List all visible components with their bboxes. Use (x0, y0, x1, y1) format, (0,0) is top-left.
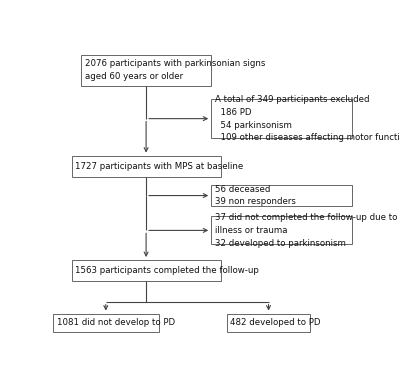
Text: 2076 participants with parkinsonian signs
aged 60 years or older: 2076 participants with parkinsonian sign… (85, 59, 265, 81)
Text: 56 deceased
39 non responders: 56 deceased 39 non responders (215, 185, 296, 207)
Text: 1081 did not develop to PD: 1081 did not develop to PD (57, 318, 175, 327)
Text: A total of 349 participants excluded
  186 PD
  54 parkinsonism
  109 other dise: A total of 349 participants excluded 186… (215, 95, 400, 142)
FancyBboxPatch shape (72, 260, 220, 281)
Text: 1727 participants with MPS at baseline: 1727 participants with MPS at baseline (76, 162, 244, 171)
FancyBboxPatch shape (72, 155, 220, 177)
FancyBboxPatch shape (211, 99, 352, 139)
FancyBboxPatch shape (81, 55, 211, 86)
FancyBboxPatch shape (227, 314, 310, 332)
FancyBboxPatch shape (53, 314, 158, 332)
Text: 37 did not completed the follow-up due to
illness or trauma
32 developed to park: 37 did not completed the follow-up due t… (215, 213, 397, 248)
Text: 1563 participants completed the follow-up: 1563 participants completed the follow-u… (76, 266, 259, 275)
FancyBboxPatch shape (211, 217, 352, 244)
Text: 482 developed to PD: 482 developed to PD (230, 318, 321, 327)
FancyBboxPatch shape (211, 185, 352, 206)
